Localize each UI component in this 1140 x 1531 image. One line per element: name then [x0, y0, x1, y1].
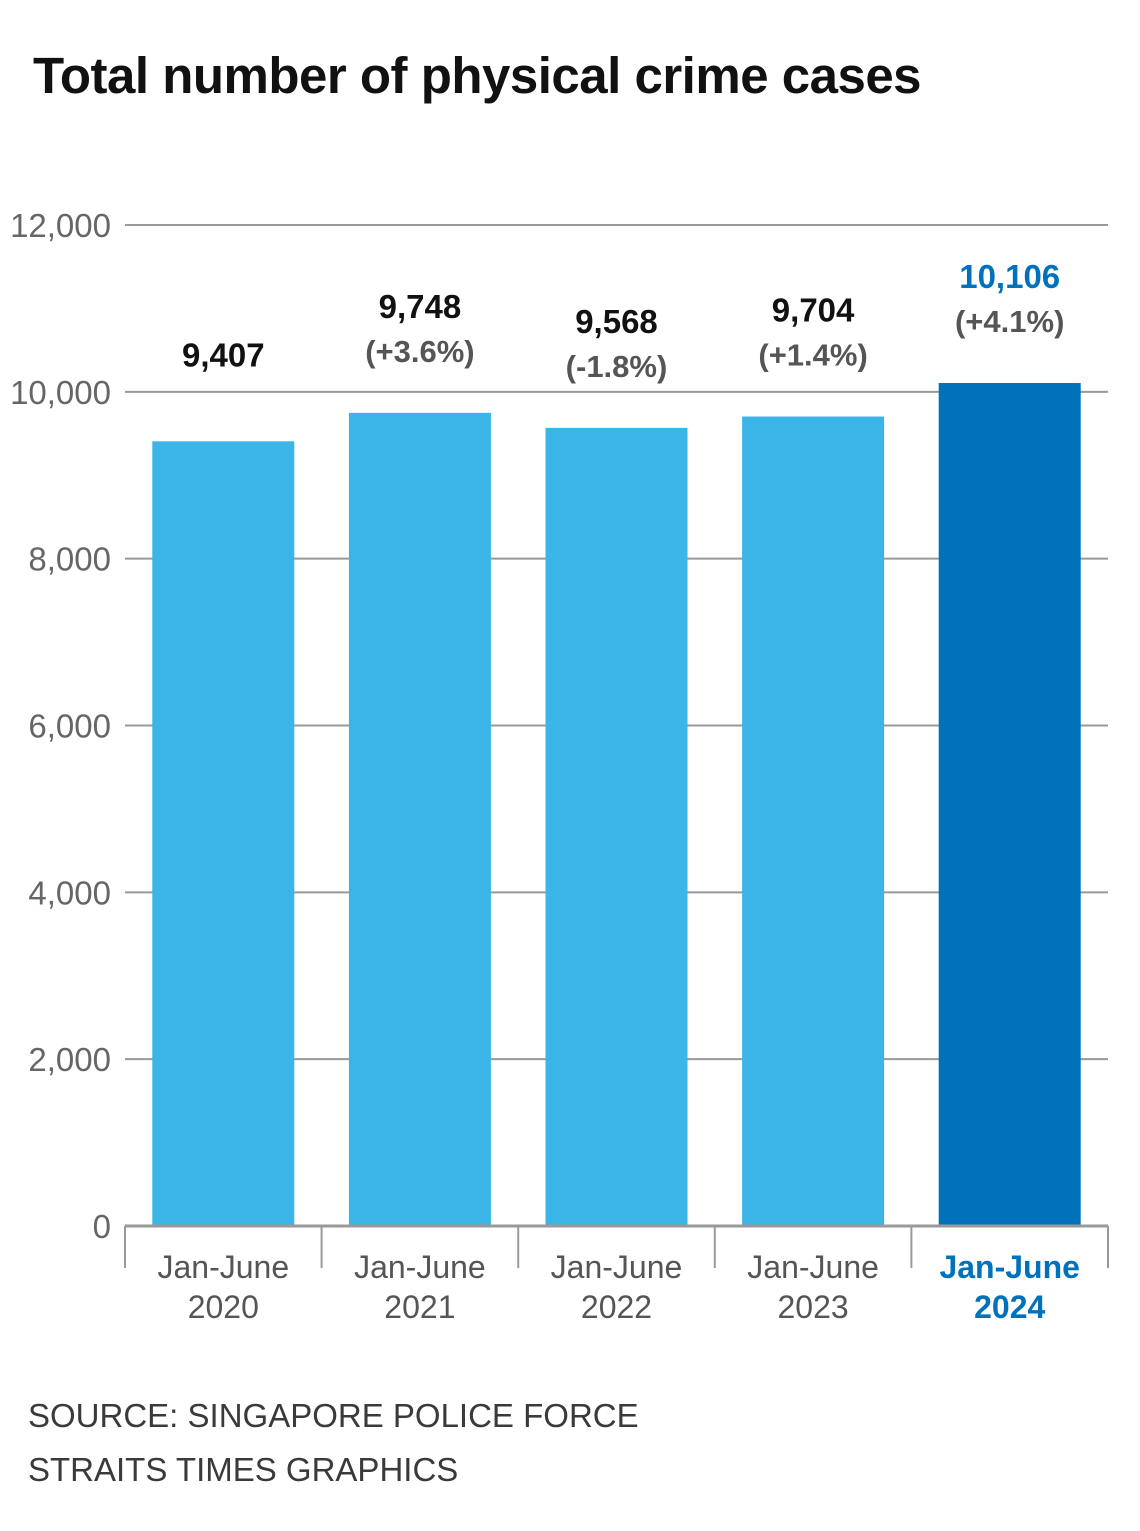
source-note: SOURCE: SINGAPORE POLICE FORCE — [28, 1397, 639, 1434]
data-labels: 9,407 9,748 (+3.6%) 9,568 (-1.8%) 9,704 (+1.4%… — [182, 258, 1064, 384]
y-tick-label: 8,000 — [28, 541, 111, 578]
credit-note: STRAITS TIMES GRAPHICS — [28, 1451, 459, 1488]
x-axis-category-labels: Jan-June 2020 Jan-June 2021 Jan-June 2022 Jan-… — [157, 1249, 1079, 1325]
category-label: Jan-June — [939, 1249, 1079, 1285]
change-label: (+3.6%) — [365, 334, 474, 369]
y-tick-label: 10,000 — [10, 374, 111, 411]
bar — [938, 382, 1081, 1226]
y-tick-label: 6,000 — [28, 708, 111, 745]
value-label: 9,568 — [575, 303, 658, 340]
category-label: Jan-June — [157, 1249, 289, 1285]
bar — [152, 441, 295, 1226]
value-label: 10,106 — [959, 258, 1060, 295]
category-label: Jan-June — [354, 1249, 486, 1285]
bar — [545, 427, 688, 1226]
value-label: 9,407 — [182, 336, 265, 373]
change-label: (+1.4%) — [758, 338, 867, 373]
category-label: 2021 — [384, 1289, 455, 1325]
bar — [348, 412, 491, 1226]
bars — [152, 382, 1081, 1226]
y-tick-label: 12,000 — [10, 207, 111, 244]
category-label: Jan-June — [551, 1249, 683, 1285]
category-label: 2020 — [188, 1289, 259, 1325]
chart-title: Total number of physical crime cases — [33, 47, 922, 104]
category-label: Jan-June — [747, 1249, 879, 1285]
x-axis — [124, 1224, 1109, 1268]
change-label: (-1.8%) — [566, 349, 668, 384]
bar — [742, 416, 885, 1226]
category-label: 2023 — [778, 1289, 849, 1325]
value-label: 9,748 — [379, 288, 462, 325]
category-label: 2024 — [974, 1289, 1045, 1325]
y-tick-label: 2,000 — [28, 1041, 111, 1078]
category-label: 2022 — [581, 1289, 652, 1325]
change-label: (+4.1%) — [955, 304, 1064, 339]
y-tick-label: 4,000 — [28, 874, 111, 911]
value-label: 9,704 — [772, 292, 855, 329]
y-axis-tick-labels: 0 2,000 4,000 6,000 8,000 10,000 12,000 — [10, 207, 111, 1245]
y-tick-label: 0 — [93, 1208, 111, 1245]
